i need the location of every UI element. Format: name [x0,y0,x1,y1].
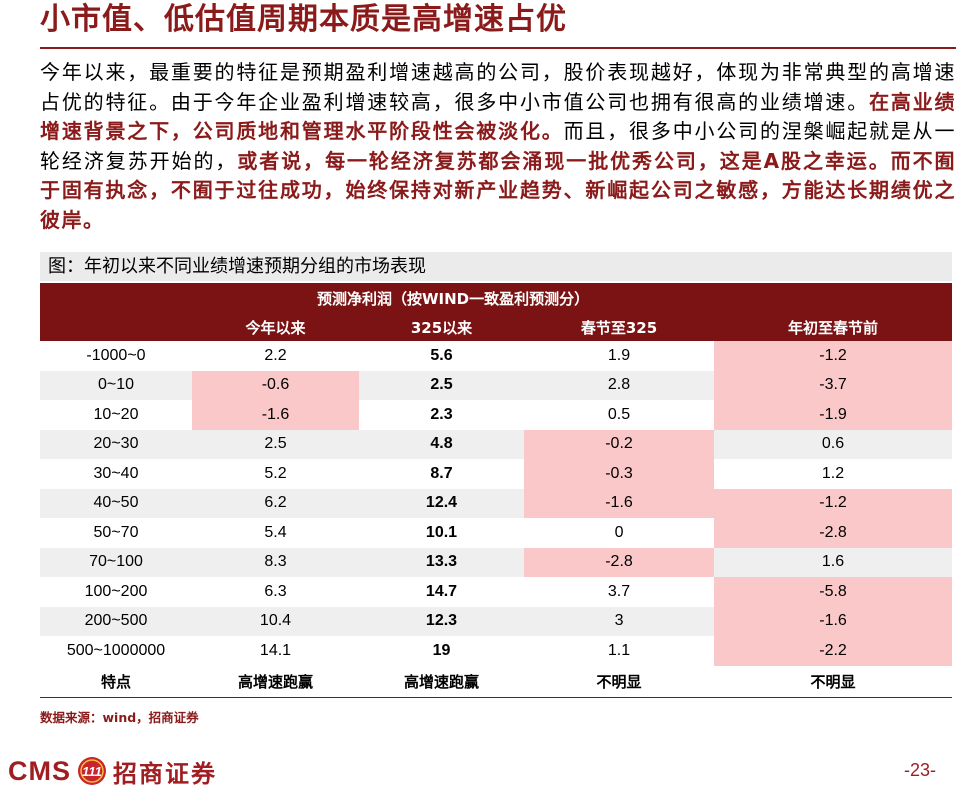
table-cell: 2.5 [359,370,524,400]
table-row: 50~70 5.4 10.1 0 -2.8 [40,518,953,548]
table-cell: -3.7 [714,370,953,400]
table-cell: 14.7 [425,582,458,600]
logo-latin: CMS [8,755,71,786]
table-cell: 19 [432,641,451,659]
table-cell: 3 [524,606,715,636]
table-cell: -2.8 [714,518,953,548]
table-cell: -5.8 [714,577,953,607]
para-text-1: 今年以来，最重要的特征是预期盈利增速越高的公司，股价表现越好，体现为非常典型的高… [40,60,956,114]
table-cell: 12.4 [359,488,524,518]
table-row: 100~200 6.3 14.7 3.7 -5.8 [40,577,953,607]
footer-cell: 特点 [40,665,192,698]
table-cell: 6.3 [264,582,287,600]
footer-cell: 高增速跑赢 [192,665,359,698]
table-cell: 1.9 [607,346,631,364]
table-cell: -1.6 [524,488,715,518]
table-row: 20~30 2.5 4.8 -0.2 0.6 [40,429,953,459]
table-cell: 1.2 [821,464,845,482]
figure-caption: 图：年初以来不同业绩增速预期分组的市场表现 [40,252,952,281]
table-cell: -2.8 [524,547,715,577]
table-row: 200~500 10.4 12.3 3 -1.6 [40,606,953,636]
company-logo: CMS 111 招商证券 [8,753,217,789]
table-cell: 0 [614,523,624,541]
table-row: 30~40 5.2 8.7 -0.3 1.2 [40,459,952,489]
para-text-2: 而且，很多中小公司的涅槃崛起就是从一轮经济复苏开始的， [40,119,956,173]
logo-chinese: 招商证券 [113,759,217,788]
table-row: 40~50 6.2 12.4 -1.6 -1.2 [40,488,953,518]
row-label: 50~70 [93,523,139,541]
table-cell: 12.3 [359,606,524,636]
row-label: 20~30 [40,429,192,459]
table-cell: -0.2 [524,429,715,459]
para-highlight-2: 或者说，每一轮经济复苏都会涌现一批优秀公司，这是A股之幸运。而不囿于固有执念，不… [40,148,957,232]
page-title: 小市值、低估值周期本质是高增速占优 [40,2,567,37]
table-row: -1000~0 2.2 5.6 1.9 -1.2 [40,341,953,371]
table-cell: 8.3 [192,547,359,577]
table-cell: 2.3 [430,405,453,423]
table-corner [40,283,192,314]
table-cell: 2.8 [524,370,715,400]
table-cell: 2.2 [264,346,287,364]
title-divider [40,47,956,49]
table-cell: 10.1 [425,523,458,541]
table-cell: -1.2 [714,488,953,518]
row-label: -1000~0 [86,346,146,364]
table-cell: 10.4 [192,606,359,636]
table-cell: 4.8 [359,429,524,459]
body-paragraph: 今年以来，最重要的特征是预期盈利增速越高的公司，股价表现越好，体现为非常典型的高… [40,58,956,235]
table-cell: 5.2 [264,464,287,482]
footer-cell: 高增速跑赢 [359,665,524,698]
logo-badge-text: 111 [82,764,102,779]
table-row: 10~20 -1.6 2.3 0.5 -1.9 [40,400,953,430]
table-row: 500~1000000 14.1 19 1.1 -2.2 [40,636,953,666]
column-header: 325以来 [359,314,524,341]
page-number: -23- [904,760,937,780]
table-cell: -1.6 [714,606,953,636]
footer-cell: 不明显 [524,665,715,698]
row-label: 0~10 [40,370,192,400]
row-label: 100~200 [84,582,148,600]
row-label: 30~40 [93,464,139,482]
table-row: 70~100 8.3 13.3 -2.8 1.6 [40,547,953,577]
table-cell: 5.6 [430,346,453,364]
row-label: 200~500 [40,606,192,636]
column-header: 今年以来 [192,314,359,341]
table-cell: 6.2 [192,488,359,518]
row-label: 40~50 [40,488,192,518]
table-group-header: 预测净利润（按WIND一致盈利预测分） [192,283,715,314]
table-corner-right [714,283,953,314]
table-cell: -0.6 [192,370,359,400]
performance-table: 预测净利润（按WIND一致盈利预测分） 今年以来 325以来 春节至325 年初… [40,283,953,698]
table-cell: 0.6 [714,429,953,459]
column-header: 年初至春节前 [714,314,953,341]
table-cell: -0.3 [524,459,715,489]
table-cell: 13.3 [359,547,524,577]
data-source-note: 数据来源：wind，招商证券 [40,710,199,725]
table-row: 0~10 -0.6 2.5 2.8 -3.7 [40,370,953,400]
table-cell: 14.1 [259,641,292,659]
row-label: 70~100 [40,547,192,577]
table-cell: 1.6 [714,547,953,577]
table-cell: -2.2 [714,636,953,666]
table-cell: 0.5 [607,405,631,423]
column-header: 春节至325 [524,314,715,341]
row-label: 10~20 [93,405,139,423]
table-cell: 3.7 [607,582,631,600]
logo-badge-icon: 111 [78,757,106,785]
para-highlight-1: 在高业绩增速背景之下，公司质地和管理水平阶段性会被淡化。 [40,89,957,144]
table-cell: 8.7 [430,464,453,482]
table-cell: -1.9 [714,400,953,430]
table-footer-row: 特点 高增速跑赢 高增速跑赢 不明显 不明显 [40,665,953,698]
table-cell: 5.4 [264,523,287,541]
table-cell: 2.5 [192,429,359,459]
column-header [40,314,192,341]
footer-cell: 不明显 [714,665,953,698]
table-cell: -1.6 [192,400,359,430]
table-cell: 1.1 [607,641,631,659]
table-cell: -1.2 [714,341,953,371]
row-label: 500~1000000 [66,641,166,659]
